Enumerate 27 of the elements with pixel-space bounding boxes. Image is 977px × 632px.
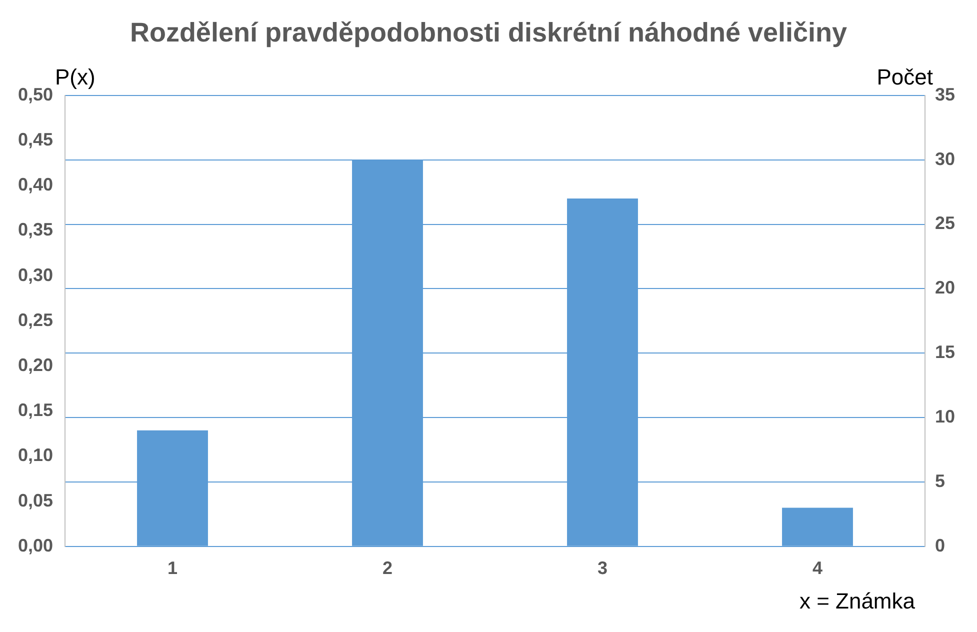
y-tick-label: 0,40 <box>18 174 53 195</box>
y-tick-label: 0,10 <box>18 445 53 466</box>
y-tick-label: 0,00 <box>18 535 53 556</box>
y2-axis-title: Počet <box>876 64 933 90</box>
x-tick-label: 1 <box>167 558 178 578</box>
y-tick-label: 0,15 <box>18 400 53 420</box>
x-axis-title: x = Známka <box>799 588 916 614</box>
y-tick-label: 0,35 <box>18 220 53 240</box>
y2-tick-label: 25 <box>935 213 956 234</box>
y2-tick-label: 5 <box>935 470 946 491</box>
y2-tick-label: 30 <box>935 148 956 169</box>
y-axis-title: P(x) <box>55 64 96 90</box>
y-tick-label: 0,25 <box>18 310 53 330</box>
x-tick-label: 3 <box>597 558 608 578</box>
y2-tick-label: 0 <box>935 535 946 556</box>
y2-tick-label: 35 <box>935 84 956 104</box>
y2-tick-label: 20 <box>935 278 956 298</box>
y2-tick-label: 10 <box>935 406 956 427</box>
y-tick-label: 0,20 <box>18 354 53 375</box>
y-tick-label: 0,30 <box>18 264 53 285</box>
y-tick-label: 0,45 <box>18 129 53 150</box>
x-tick-label: 2 <box>382 558 393 578</box>
y2-tick-label: 15 <box>935 342 956 362</box>
chart-title: Rozdělení pravděpodobnosti diskrétní náhodné veličiny <box>130 18 848 48</box>
y-tick-label: 0,05 <box>18 490 53 510</box>
x-tick-label: 4 <box>812 558 823 578</box>
y-tick-label: 0,50 <box>18 84 53 104</box>
